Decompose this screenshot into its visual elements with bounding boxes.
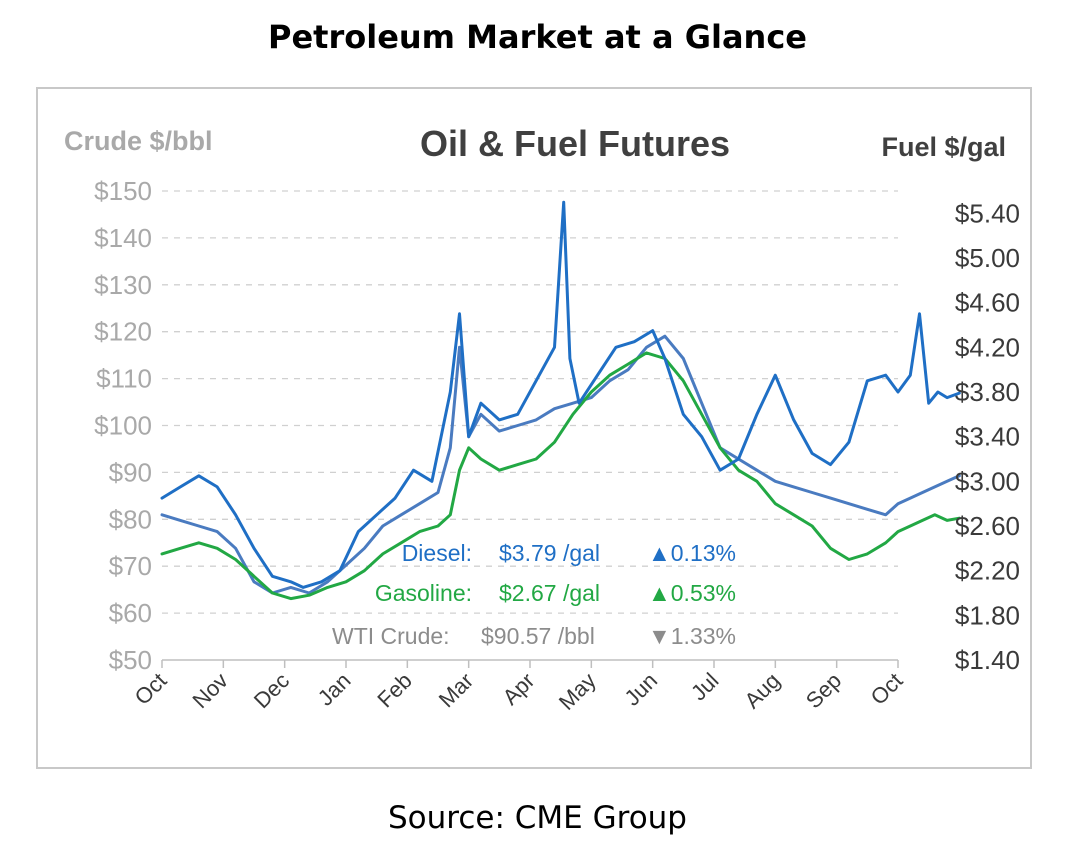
right-tick-label: $3.80 <box>955 377 1020 407</box>
x-tick-label: Oct <box>866 668 908 710</box>
left-tick-label: $90 <box>109 457 152 487</box>
annotation-price: $90.57 /bbl <box>481 623 595 649</box>
left-tick-label: $130 <box>94 270 152 300</box>
left-tick-label: $50 <box>109 645 152 675</box>
right-tick-label: $1.40 <box>955 645 1020 675</box>
left-tick-label: $80 <box>109 504 152 534</box>
right-tick-label: $4.20 <box>955 332 1020 362</box>
left-tick-label: $140 <box>94 223 152 253</box>
x-tick-label: Jun <box>619 668 662 711</box>
chart-frame <box>36 87 1032 769</box>
annotation-label: WTI Crude: <box>332 623 450 649</box>
x-tick-label: Jul <box>686 668 724 706</box>
left-tick-label: $100 <box>94 411 152 441</box>
annotation-change: ▼1.33% <box>648 623 736 649</box>
right-tick-label: $5.00 <box>955 243 1020 273</box>
x-tick-label: Jan <box>313 668 356 711</box>
right-tick-label: $2.60 <box>955 511 1020 541</box>
left-axis-ticks: $150 $140 $130 $120 $110 $100 $90 $80 $70 $60 $50 <box>94 176 152 675</box>
x-tick-label: Apr <box>498 668 540 710</box>
x-axis-ticks: Oct Nov Dec Jan Feb Mar Apr May Jun Jul Aug Sep Oct <box>130 660 908 715</box>
left-tick-label: $150 <box>94 176 152 206</box>
right-axis-title: Fuel $/gal <box>881 132 1006 162</box>
series-line-heating-oil <box>160 334 961 595</box>
annotation-label: Diesel: <box>402 540 472 566</box>
grid-lines <box>162 190 898 614</box>
left-axis-title: Crude $/bbl <box>64 126 213 156</box>
series-line-gasoline <box>160 351 961 601</box>
chart-title: Oil & Fuel Futures <box>420 123 730 164</box>
x-tick-label: May <box>554 668 601 715</box>
right-tick-label: $4.60 <box>955 288 1020 318</box>
annotation-change: ▲0.13% <box>648 540 736 566</box>
x-tick-label: Nov <box>188 668 233 713</box>
right-tick-label: $3.00 <box>955 466 1020 496</box>
right-tick-label: $5.40 <box>955 198 1020 228</box>
x-tick-label: Aug <box>740 668 785 713</box>
x-tick-label: Sep <box>801 668 846 713</box>
series-lines <box>160 200 961 601</box>
right-tick-label: $3.40 <box>955 422 1020 452</box>
x-tick-label: Feb <box>372 668 416 712</box>
annotation-price: $3.79 /gal <box>499 540 600 566</box>
left-tick-label: $120 <box>94 317 152 347</box>
annotation-change: ▲0.53% <box>648 580 736 606</box>
annotation-price: $2.67 /gal <box>499 580 600 606</box>
right-tick-label: $1.80 <box>955 600 1020 630</box>
annotation-label: Gasoline: <box>375 580 472 606</box>
page-title: Petroleum Market at a Glance <box>268 18 807 56</box>
source-note: Source: CME Group <box>388 800 687 836</box>
series-line-diesel <box>160 200 961 589</box>
x-tick-label: Dec <box>249 668 294 713</box>
left-tick-label: $110 <box>96 364 152 394</box>
left-tick-label: $70 <box>109 551 152 581</box>
price-annotations: Diesel: $3.79 /gal ▲0.13% Gasoline: $2.67 /g… <box>332 540 736 649</box>
right-axis-ticks: $5.40 $5.00 $4.60 $4.20 $3.80 $3.40 $3.00 $2.60… <box>955 198 1020 675</box>
x-tick-label: Mar <box>434 668 478 712</box>
left-tick-label: $60 <box>109 598 152 628</box>
right-tick-label: $2.20 <box>955 556 1020 586</box>
